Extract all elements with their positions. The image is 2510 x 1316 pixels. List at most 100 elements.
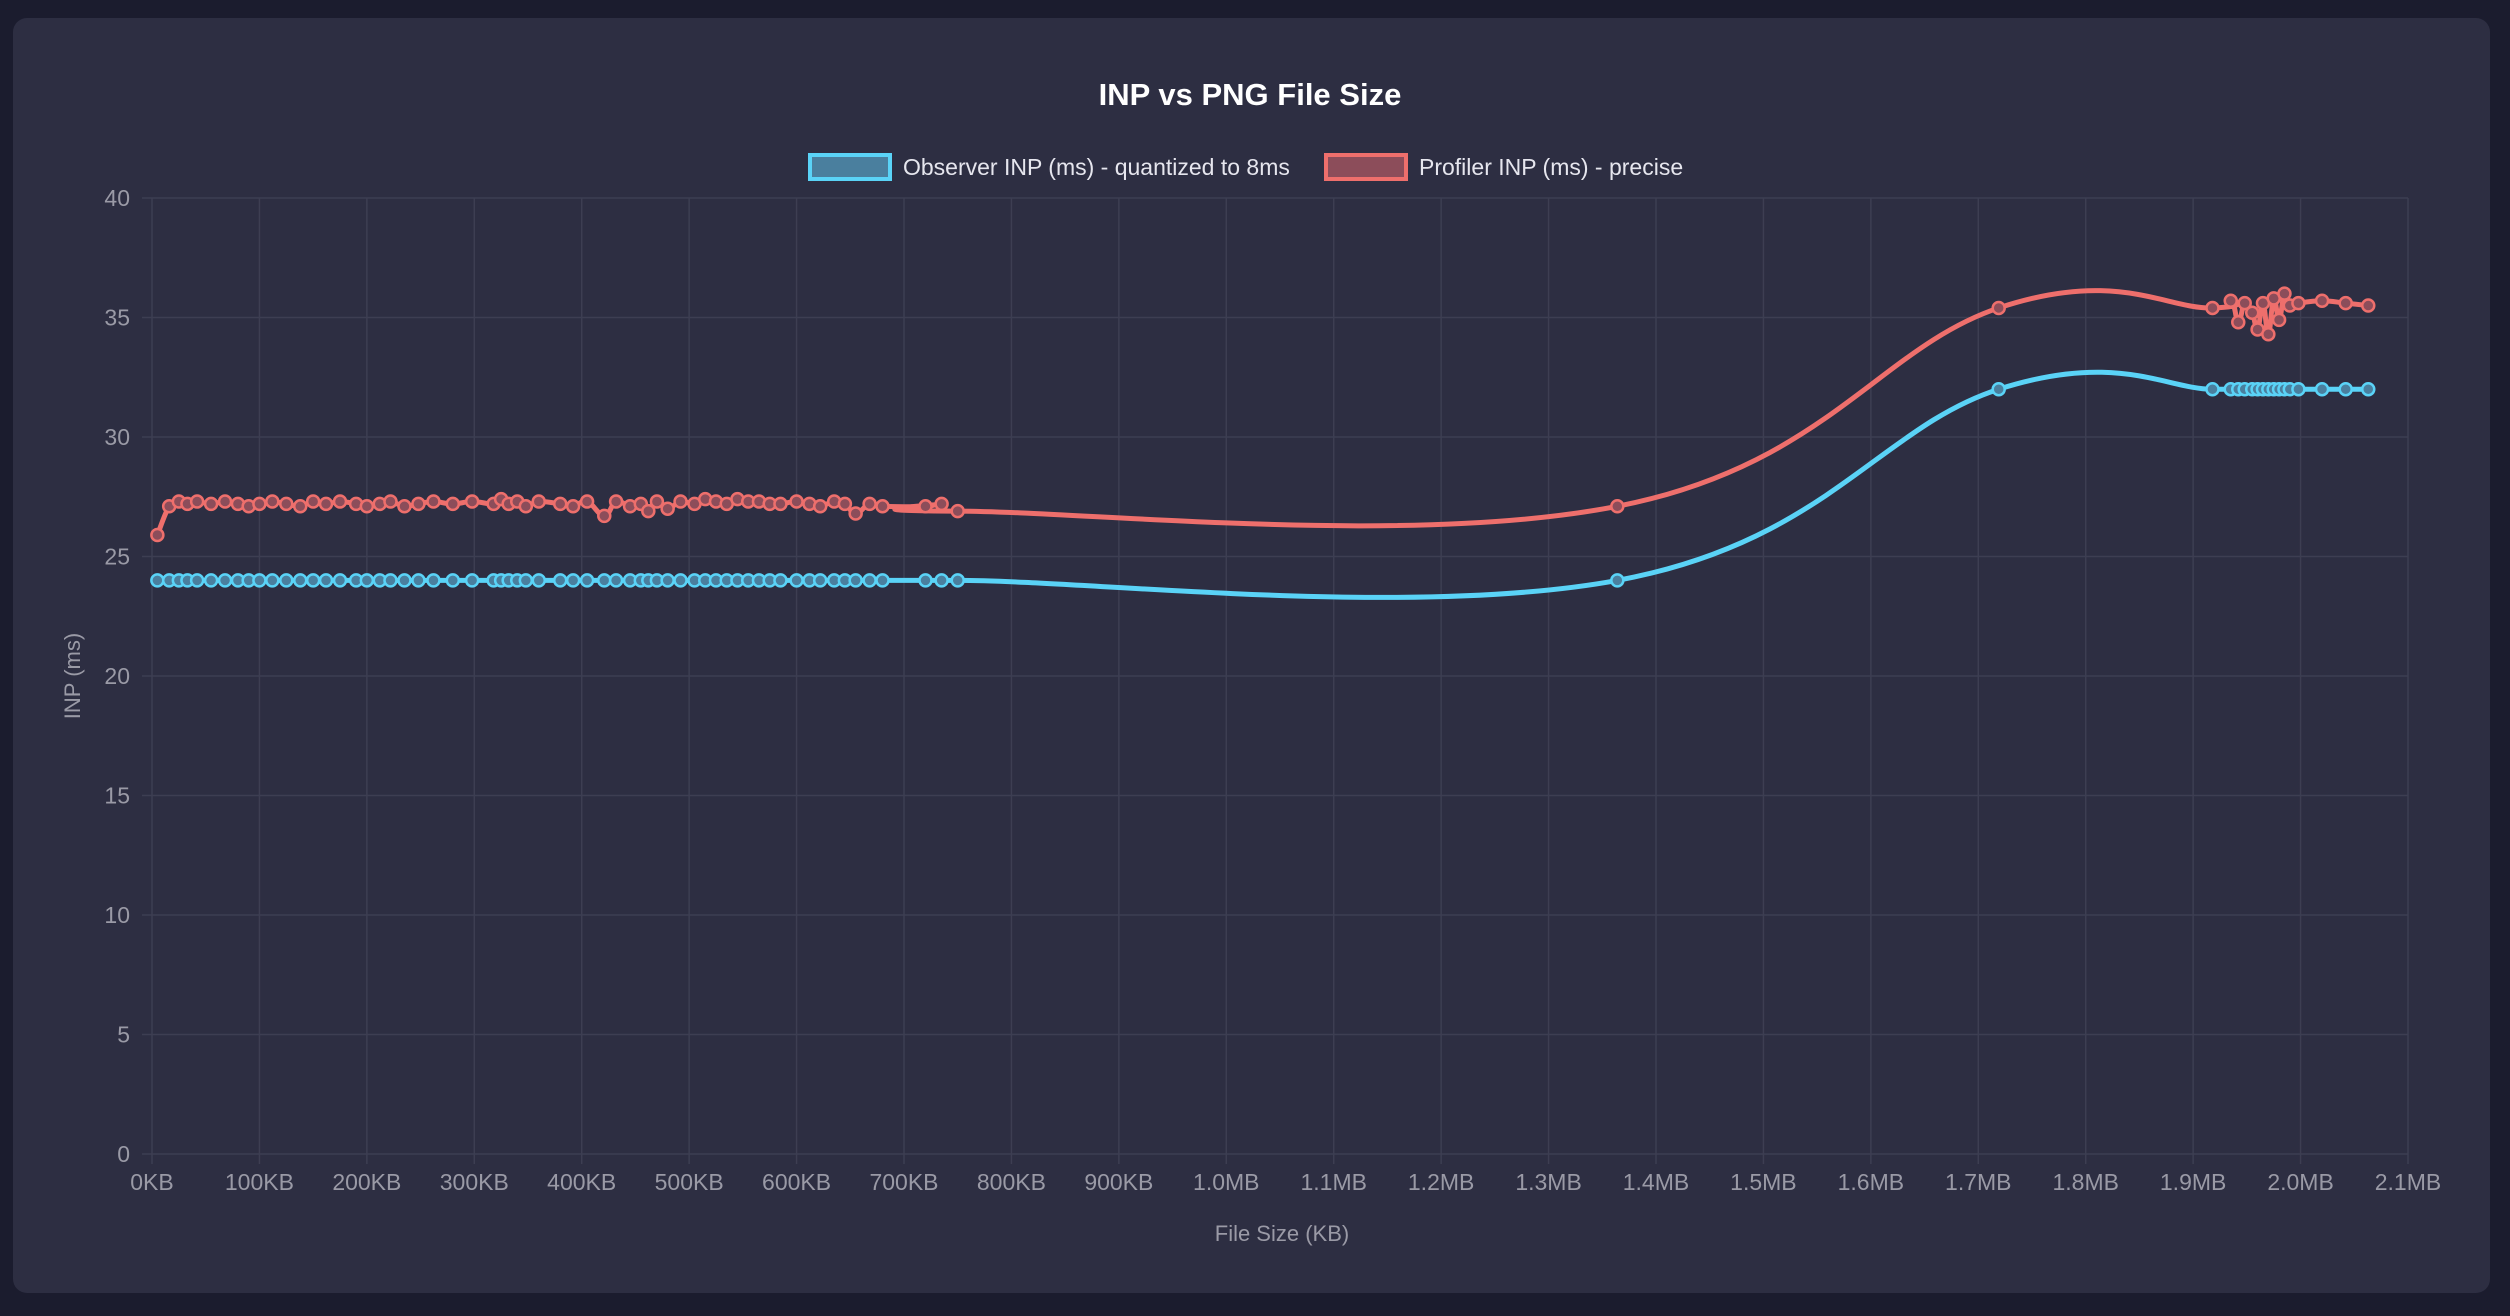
data-point <box>552 573 568 588</box>
data-point <box>397 573 412 588</box>
data-point <box>552 496 568 512</box>
data-point <box>2314 293 2330 309</box>
data-point <box>426 494 441 509</box>
y-tick-label: 40 <box>104 185 130 211</box>
data-point <box>2261 326 2276 342</box>
data-point <box>579 573 595 588</box>
data-point <box>2237 295 2252 311</box>
data-point <box>150 573 165 588</box>
data-point <box>2271 312 2287 328</box>
legend-swatch <box>1324 153 1408 181</box>
legend-swatch <box>808 153 892 181</box>
data-point <box>2361 381 2376 397</box>
data-point <box>252 573 267 588</box>
data-point <box>2205 300 2220 316</box>
data-point <box>1991 300 2006 316</box>
y-tick-label: 35 <box>104 305 130 331</box>
x-tick-label: 0KB <box>130 1169 173 1195</box>
grid <box>142 197 2409 1164</box>
data-point <box>2244 305 2260 320</box>
data-point <box>203 573 219 588</box>
data-point <box>445 573 461 588</box>
x-tick-label: 400KB <box>547 1169 616 1195</box>
data-point <box>332 573 348 588</box>
x-tick-label: 1.3MB <box>1515 1169 1581 1195</box>
data-point <box>189 494 205 509</box>
data-point <box>279 496 294 512</box>
data-point <box>673 494 688 509</box>
data-point <box>2291 295 2306 311</box>
legend-label: Observer INP (ms) - quantized to 8ms <box>903 154 1290 180</box>
x-tick-label: 1.8MB <box>2052 1169 2118 1195</box>
data-point <box>2231 315 2246 330</box>
data-point <box>579 494 595 509</box>
data-point <box>2223 293 2238 309</box>
data-point <box>411 496 426 512</box>
data-point <box>217 494 233 509</box>
x-tick-label: 1.9MB <box>2160 1169 2226 1195</box>
data-point <box>189 573 205 588</box>
y-tick-label: 15 <box>104 783 130 809</box>
data-point <box>305 494 321 509</box>
data-point <box>2338 381 2353 397</box>
data-point <box>359 573 375 588</box>
x-tick-label: 100KB <box>225 1169 294 1195</box>
x-tick-label: 300KB <box>440 1169 509 1195</box>
data-point <box>279 573 294 588</box>
chart-card <box>13 18 2490 1293</box>
data-point <box>597 508 612 524</box>
data-point <box>464 494 480 509</box>
x-tick-label: 1.4MB <box>1623 1169 1689 1195</box>
chart-title: INP vs PNG File Size <box>1099 77 1402 112</box>
data-point <box>252 496 267 512</box>
data-point <box>862 496 877 512</box>
x-tick-label: 1.1MB <box>1300 1169 1366 1195</box>
data-point <box>608 573 624 588</box>
data-point <box>641 503 656 519</box>
x-tick-label: 900KB <box>1084 1169 1153 1195</box>
y-tick-label: 10 <box>104 902 130 928</box>
y-tick-label: 25 <box>104 544 130 570</box>
data-point <box>217 573 233 588</box>
data-point <box>2338 295 2353 311</box>
data-point <box>649 494 665 509</box>
data-point <box>1610 499 1625 514</box>
y-tick-label: 20 <box>104 663 130 689</box>
data-point <box>1610 573 1625 588</box>
data-point <box>383 494 398 509</box>
data-point <box>426 573 441 588</box>
data-point <box>2291 381 2306 397</box>
data-point <box>2314 381 2330 397</box>
y-tick-label: 5 <box>117 1022 130 1048</box>
data-point <box>464 573 480 588</box>
data-point <box>950 573 965 588</box>
data-point <box>531 573 546 588</box>
series-line-0 <box>157 369 2369 600</box>
data-point <box>918 499 933 514</box>
x-tick-label: 600KB <box>762 1169 831 1195</box>
x-tick-label: 1.2MB <box>1408 1169 1474 1195</box>
data-point <box>848 573 863 588</box>
data-point <box>383 573 398 588</box>
data-point <box>2205 381 2220 397</box>
data-point <box>2277 286 2292 301</box>
data-point <box>812 499 828 514</box>
data-point <box>203 496 219 512</box>
data-point <box>789 573 804 588</box>
data-point <box>411 573 426 588</box>
data-point <box>1991 381 2006 397</box>
x-axis-label: File Size (KB) <box>1215 1221 1349 1246</box>
data-point <box>293 499 308 514</box>
data-point <box>305 573 321 588</box>
data-point <box>518 499 534 514</box>
data-point <box>673 573 688 588</box>
data-point <box>332 494 348 509</box>
data-point <box>837 496 853 512</box>
data-point <box>862 573 877 588</box>
data-point <box>934 573 949 588</box>
data-point <box>397 499 412 514</box>
x-tick-label: 700KB <box>869 1169 938 1195</box>
data-point <box>773 573 788 588</box>
x-tick-label: 800KB <box>977 1169 1046 1195</box>
